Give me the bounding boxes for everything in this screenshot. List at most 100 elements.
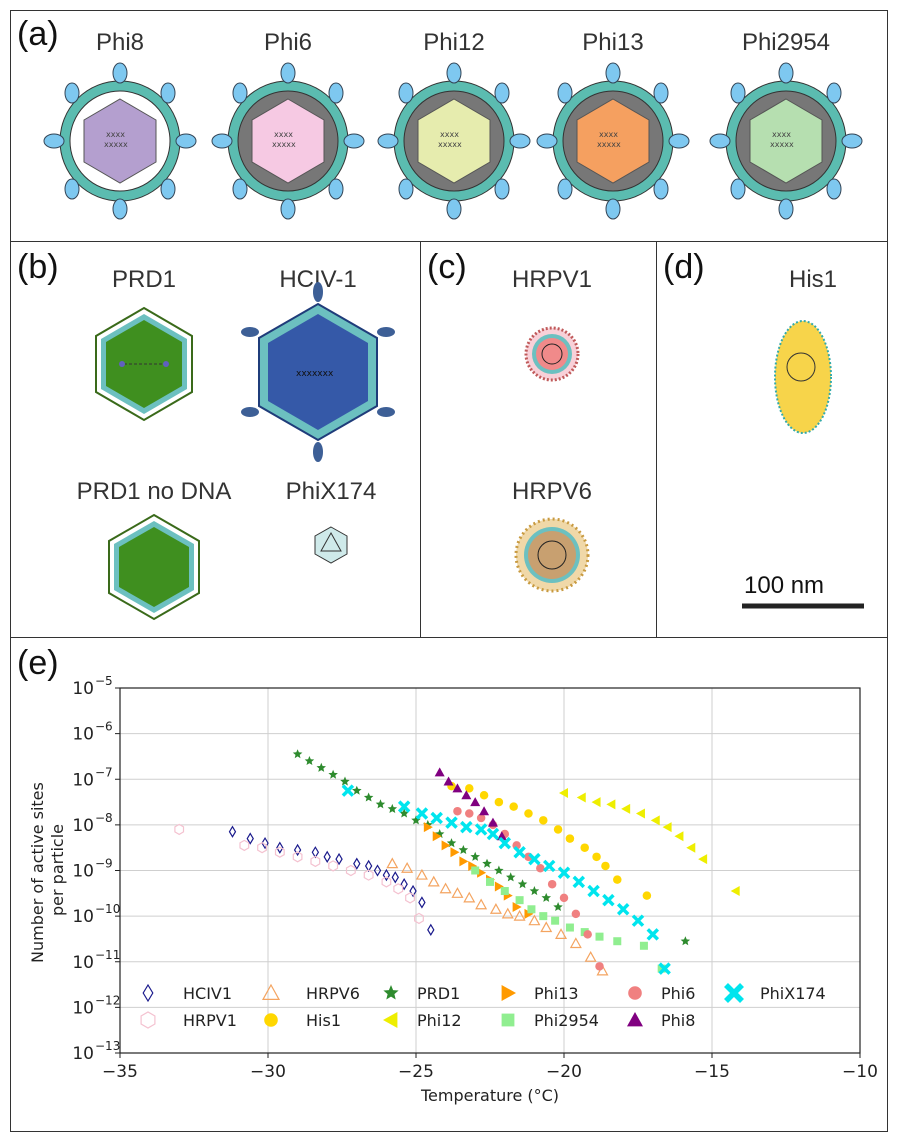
point-hciv1 — [373, 864, 382, 877]
point-phi6 — [595, 962, 604, 971]
point-prd1 — [680, 936, 691, 946]
point-phi12 — [698, 854, 708, 865]
point-phi12 — [576, 792, 586, 803]
y-tick-label: 10 — [72, 1044, 94, 1064]
point-prd1 — [470, 851, 480, 861]
point-prd1 — [292, 749, 303, 759]
point-hrpv6 — [513, 909, 526, 921]
data-points — [174, 749, 740, 976]
point-phi8 — [461, 790, 472, 800]
point-phix174 — [430, 811, 443, 825]
y-tick-label: 10 — [72, 998, 94, 1018]
point-phix174 — [587, 884, 600, 898]
point-hciv1 — [364, 859, 373, 873]
point-prd1 — [399, 808, 409, 818]
point-his1 — [539, 816, 548, 825]
point-phi13 — [524, 908, 534, 919]
svg-text:xxxx: xxxx — [599, 130, 618, 139]
point-hciv1 — [246, 832, 254, 845]
legend-marker-hrpv1 — [140, 1011, 156, 1029]
svg-text:xxxxx: xxxxx — [272, 140, 296, 149]
y-tick-exponent: −11 — [95, 948, 120, 962]
point-phi2954 — [657, 964, 666, 973]
y-tick-exponent: −8 — [95, 811, 113, 825]
x-tick-label: −15 — [694, 1062, 730, 1082]
point-his1 — [494, 797, 504, 807]
virus-label-phix174: PhiX174 — [285, 478, 377, 505]
legend-marker-phi6 — [628, 986, 642, 1000]
y-tick-label: 10 — [72, 770, 94, 790]
virus-label-phi6: Phi6 — [263, 29, 313, 56]
virus-label-prd1: PRD1 — [111, 266, 177, 293]
point-his1 — [642, 891, 652, 900]
point-phi8 — [487, 817, 498, 827]
point-hrpv1 — [363, 869, 374, 881]
x-tick-label: −25 — [398, 1062, 434, 1082]
point-phi2954 — [565, 923, 574, 932]
pleolipovirus-illustrations — [514, 326, 590, 593]
point-hrpv6 — [540, 921, 553, 933]
point-hrpv6 — [386, 857, 399, 869]
point-hciv1 — [353, 857, 361, 870]
point-phi6 — [583, 930, 592, 939]
point-phi2954 — [595, 932, 604, 941]
point-phi12 — [674, 831, 684, 842]
point-phix174 — [646, 928, 660, 941]
y-axis-label-line1: Number of active sites — [28, 782, 47, 963]
legend-marker-hrpv6 — [261, 983, 281, 1000]
point-phi2954 — [639, 941, 648, 950]
svg-text:xxxx: xxxx — [106, 130, 125, 139]
point-his1 — [479, 790, 489, 800]
y-tick-label: 10 — [72, 953, 94, 973]
point-prd1 — [494, 865, 504, 875]
point-his1 — [509, 802, 518, 811]
virus-label-hrpv1: HRPV1 — [511, 266, 593, 293]
point-prd1 — [328, 769, 338, 779]
x-axis-ticks: −35 −30 −25 −20 −15 −10 — [102, 1053, 878, 1082]
point-phi13 — [468, 860, 478, 871]
point-phix174 — [602, 893, 615, 907]
tectivirus-illustrations: xxxxxxx — [95, 282, 395, 621]
point-phix174 — [528, 852, 541, 866]
scale-bar-label: 100 nm — [744, 572, 825, 599]
point-hrpv6 — [501, 907, 514, 919]
virus-label-hrpv6: HRPV6 — [511, 478, 593, 505]
point-phix174 — [474, 823, 488, 836]
point-phi12 — [662, 822, 672, 833]
point-phix174 — [658, 962, 671, 975]
svg-text:xxxx: xxxx — [274, 130, 293, 139]
point-prd1 — [363, 792, 374, 802]
phix174-virion-icon — [314, 526, 348, 564]
point-hciv1 — [228, 825, 237, 838]
legend-marker-phi2954 — [501, 1013, 515, 1027]
point-phix174 — [397, 800, 411, 813]
legend-label-hrpv6: HRPV6 — [306, 984, 360, 1003]
point-hrpv6 — [451, 887, 464, 898]
panel-label-d: (d) — [663, 248, 705, 286]
hrpv1-virion-icon — [524, 326, 580, 382]
point-hrpv1 — [405, 892, 415, 904]
point-prd1 — [458, 845, 469, 854]
point-phix174 — [513, 846, 526, 859]
point-phi12 — [591, 797, 601, 808]
his1-illustration — [742, 320, 864, 609]
y-tick-exponent: −12 — [95, 993, 120, 1007]
legend-label-phi2954: Phi2954 — [534, 1011, 599, 1030]
legend-label-phi6: Phi6 — [661, 984, 695, 1003]
point-prd1 — [541, 892, 551, 902]
point-hrpv6 — [401, 861, 414, 873]
legend-label-hrpv1: HRPV1 — [183, 1011, 237, 1030]
legend-marker-prd1 — [383, 985, 399, 1000]
point-phi12 — [730, 886, 740, 897]
point-phi6 — [453, 806, 462, 816]
point-hciv1 — [261, 836, 269, 850]
point-phi2954 — [471, 866, 480, 875]
point-hciv1 — [276, 841, 284, 854]
y-tick-exponent: −5 — [95, 674, 113, 688]
point-phix174 — [486, 827, 500, 841]
point-phi12 — [635, 808, 645, 819]
point-phix174 — [460, 820, 473, 834]
